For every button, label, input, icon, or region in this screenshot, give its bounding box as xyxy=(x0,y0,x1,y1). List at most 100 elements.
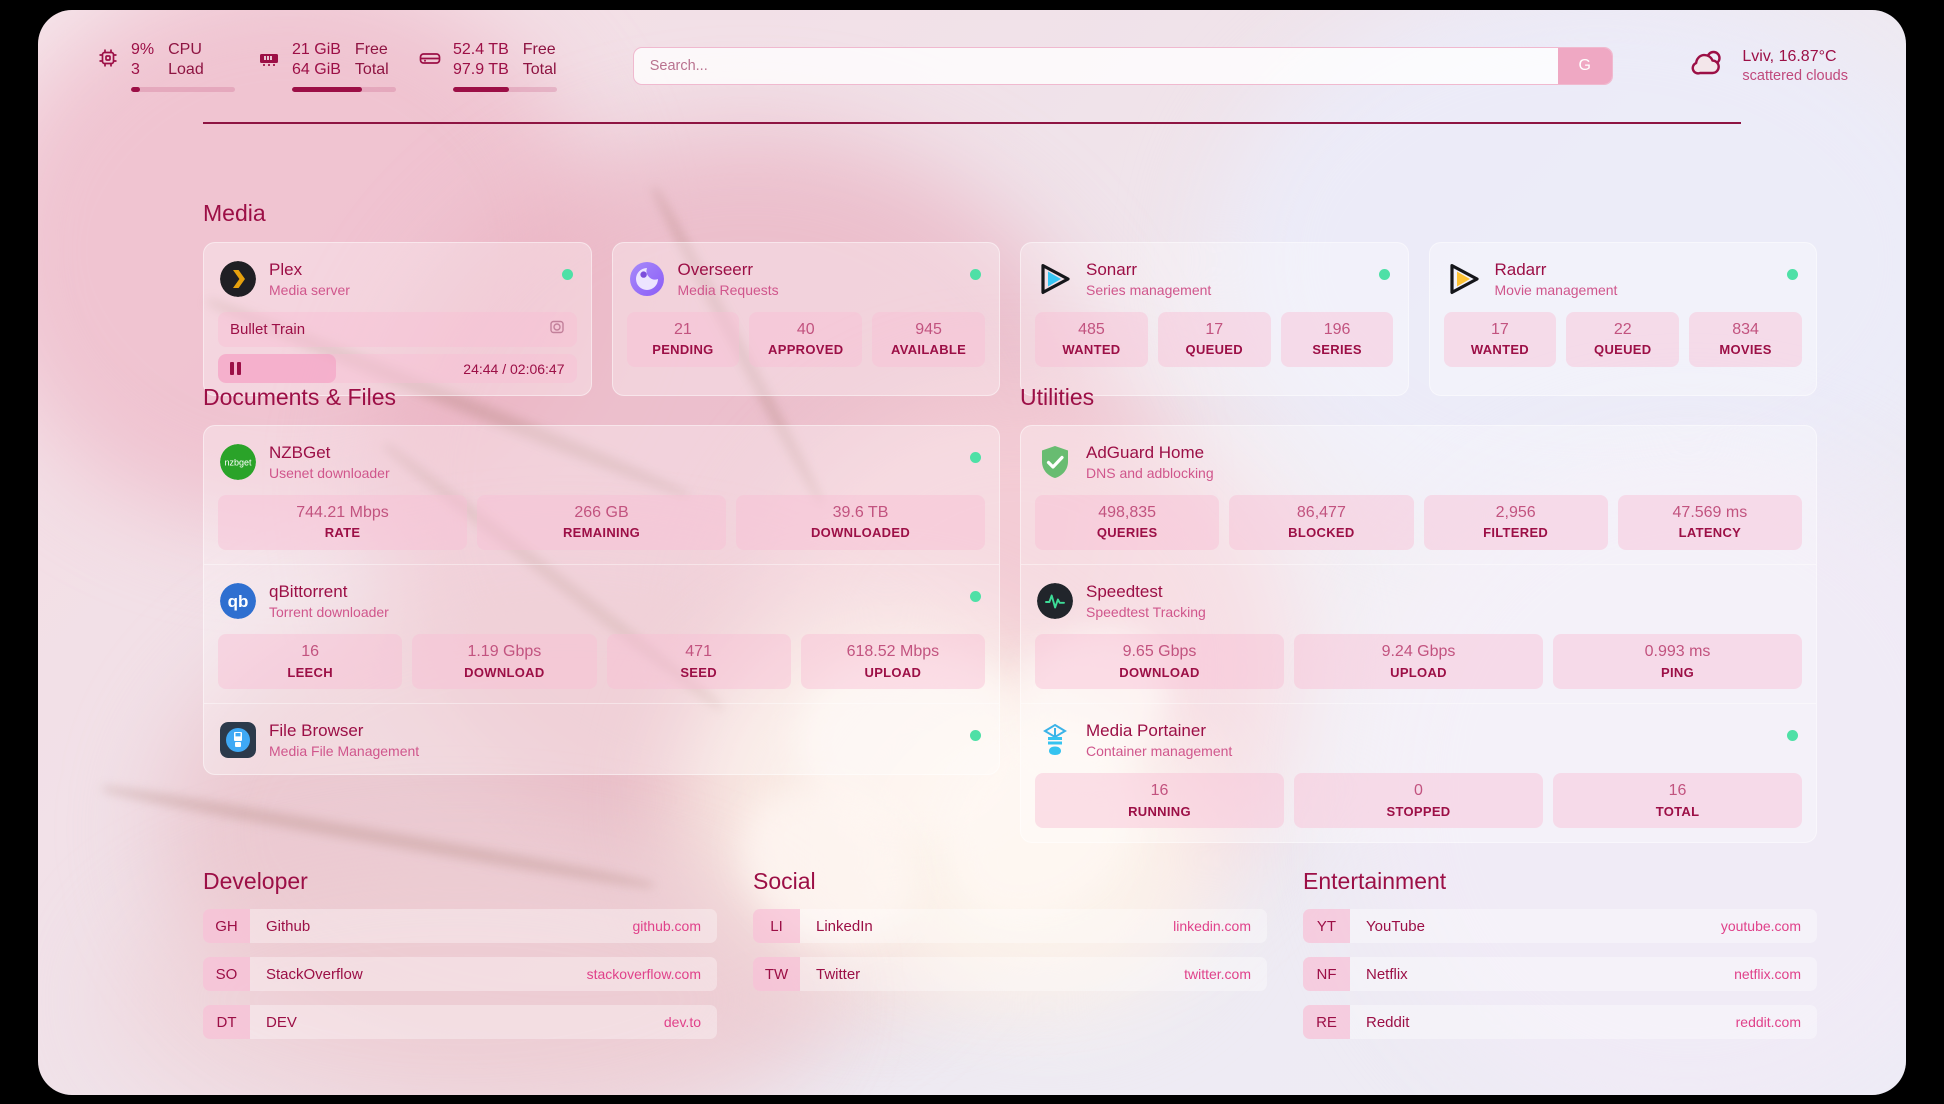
bookmark-url: dev.to xyxy=(663,1014,701,1030)
cpu-label-2: Load xyxy=(168,61,204,78)
stat-tile: 17 WANTED xyxy=(1443,312,1557,368)
service-card-radarr[interactable]: Radarr Movie management 17 WANTED 22 QUE… xyxy=(1428,242,1817,397)
status-indicator-online xyxy=(1787,269,1798,280)
stat-tile: 16 RUNNING xyxy=(1035,773,1284,829)
sonarr-icon xyxy=(1037,261,1073,297)
qbittorrent-icon: qb xyxy=(220,583,256,620)
bookmark-abbr: YT xyxy=(1303,909,1350,943)
bookmark-item-stackoverflow[interactable]: SO StackOverflow stackoverflow.com xyxy=(203,957,717,991)
stat-tile-label: FILTERED xyxy=(1483,525,1549,541)
cast-icon[interactable] xyxy=(549,319,565,340)
stat-tile-value: 834 xyxy=(1732,321,1759,339)
service-subtitle: Usenet downloader xyxy=(269,465,390,482)
stat-tile-label: PENDING xyxy=(652,342,714,358)
bookmark-name: StackOverflow xyxy=(266,965,363,983)
stat-tile-value: 16 xyxy=(301,643,320,661)
cloud-icon xyxy=(1688,47,1728,84)
service-subtitle: Torrent downloader xyxy=(269,604,389,621)
stat-disk: 52.4 TB 97.9 TB Free Total xyxy=(418,40,557,92)
bookmark-item-reddit[interactable]: RE Reddit reddit.com xyxy=(1303,1005,1817,1039)
bookmark-group-developer: Developer GH Github github.com SO StackO… xyxy=(203,868,717,1053)
memory-usage-bar xyxy=(292,86,396,92)
service-name: File Browser xyxy=(269,721,364,741)
stat-tile: 9.24 Gbps UPLOAD xyxy=(1294,634,1543,690)
now-playing-title: Bullet Train xyxy=(230,321,306,339)
bookmark-abbr: TW xyxy=(753,957,800,991)
playback-progress-bar[interactable]: 24:44 / 02:06:47 xyxy=(218,354,577,384)
search-engine-button[interactable]: G xyxy=(1557,48,1612,84)
search-bar[interactable]: G xyxy=(632,47,1613,85)
status-indicator-online xyxy=(970,269,981,280)
now-playing: Bullet Train 24:44 / 02:06:47 xyxy=(218,312,577,384)
service-card-adguard-home[interactable]: AdGuard Home DNS and adblocking 498,835 … xyxy=(1021,426,1816,566)
bookmark-item-twitter[interactable]: TW Twitter twitter.com xyxy=(753,957,1267,991)
bookmark-name: LinkedIn xyxy=(816,917,873,935)
bookmark-group-title: Entertainment xyxy=(1303,868,1447,894)
stat-tile-label: DOWNLOAD xyxy=(464,664,545,680)
search-input[interactable] xyxy=(633,48,1558,84)
disk-label-2: Total xyxy=(522,61,557,78)
stat-tile: 21 PENDING xyxy=(626,312,740,368)
stat-tile-value: 47.569 ms xyxy=(1672,504,1748,522)
stat-tile: 22 QUEUED xyxy=(1566,312,1680,368)
service-card-plex[interactable]: Plex Media server Bullet Train xyxy=(203,242,592,397)
stat-tile-value: 618.52 Mbps xyxy=(846,643,940,661)
bookmark-name: Github xyxy=(266,917,311,935)
stat-tile-label: QUEUED xyxy=(1594,342,1652,358)
stat-tile: 945 AVAILABLE xyxy=(872,312,985,368)
bookmark-abbr: GH xyxy=(203,909,250,943)
bookmark-item-github[interactable]: GH Github github.com xyxy=(203,909,717,943)
memory-label-2: Total xyxy=(354,61,389,78)
stat-tile: 2,956 FILTERED xyxy=(1423,495,1608,551)
stat-tile-value: 2,956 xyxy=(1495,504,1536,522)
stat-tile-value: 22 xyxy=(1613,321,1632,339)
bookmark-name: Netflix xyxy=(1366,965,1408,983)
stat-tile: 485 WANTED xyxy=(1035,312,1148,368)
stat-tile-value: 86,477 xyxy=(1296,504,1346,522)
stat-tile-label: SEED xyxy=(680,664,717,680)
stat-tile: 471 SEED xyxy=(606,634,791,690)
bookmark-url: linkedin.com xyxy=(1173,918,1251,934)
stat-tile: 744.21 Mbps RATE xyxy=(218,495,467,551)
service-name: Media Portainer xyxy=(1086,721,1207,741)
stat-tile-value: 21 xyxy=(674,321,692,339)
bookmark-abbr: LI xyxy=(753,909,800,943)
bookmark-abbr: NF xyxy=(1303,957,1350,991)
svg-text:qb: qb xyxy=(228,592,249,611)
stat-tile-label: REMAINING xyxy=(562,525,641,541)
bookmark-url: github.com xyxy=(632,918,701,934)
stat-memory: 21 GiB 64 GiB Free Total xyxy=(257,40,396,92)
service-card-nzbget[interactable]: nzbget NZBGet Usenet downloader 74 xyxy=(204,426,999,566)
service-card-speedtest[interactable]: Speedtest Speedtest Tracking 9.65 Gbps D… xyxy=(1021,565,1816,705)
bookmark-url: youtube.com xyxy=(1720,918,1801,934)
bookmark-item-dev[interactable]: DT DEV dev.to xyxy=(203,1005,717,1039)
bookmark-item-youtube[interactable]: YT YouTube youtube.com xyxy=(1303,909,1817,943)
pause-icon[interactable] xyxy=(218,362,241,376)
bookmark-group-social: Social LI LinkedIn linkedin.com TW Twitt… xyxy=(753,868,1267,1053)
bookmark-item-linkedin[interactable]: LI LinkedIn linkedin.com xyxy=(753,909,1267,943)
disk-total-value: 97.9 TB xyxy=(453,61,509,78)
bookmark-group-title: Developer xyxy=(203,868,308,894)
stat-tile-value: 471 xyxy=(685,643,712,661)
service-card-media-portainer[interactable]: Media Portainer Container management 16 … xyxy=(1021,704,1816,842)
bookmark-url: reddit.com xyxy=(1735,1014,1801,1030)
stat-tile-value: 1.19 Gbps xyxy=(467,643,542,661)
stat-tile-label: WANTED xyxy=(1062,342,1121,358)
weather-location-temp: Lviv, 16.87°C xyxy=(1742,47,1837,65)
service-card-file-browser[interactable]: File Browser Media File Management xyxy=(204,704,999,774)
stat-tile-value: 498,835 xyxy=(1098,504,1157,522)
service-name: Radarr xyxy=(1494,260,1547,279)
service-card-qbittorrent[interactable]: qb qBittorrent Torrent downloader xyxy=(204,565,999,705)
service-card-sonarr[interactable]: Sonarr Series management 485 WANTED 17 Q… xyxy=(1020,242,1409,397)
bookmark-item-netflix[interactable]: NF Netflix netflix.com xyxy=(1303,957,1817,991)
stat-tile-value: 16 xyxy=(1150,782,1169,800)
stat-tile-label: BLOCKED xyxy=(1288,525,1355,541)
stat-tile-value: 9.65 Gbps xyxy=(1122,643,1197,661)
stat-tile-value: 17 xyxy=(1491,321,1509,339)
stat-tile-label: UPLOAD xyxy=(1390,664,1447,680)
service-card-overseerr[interactable]: Overseerr Media Requests 21 PENDING 40 A… xyxy=(611,242,1000,397)
stat-tile-label: SERIES xyxy=(1312,342,1362,358)
service-subtitle: Movie management xyxy=(1494,282,1618,299)
service-subtitle: Media File Management xyxy=(269,743,420,760)
speedtest-icon xyxy=(1037,583,1073,620)
